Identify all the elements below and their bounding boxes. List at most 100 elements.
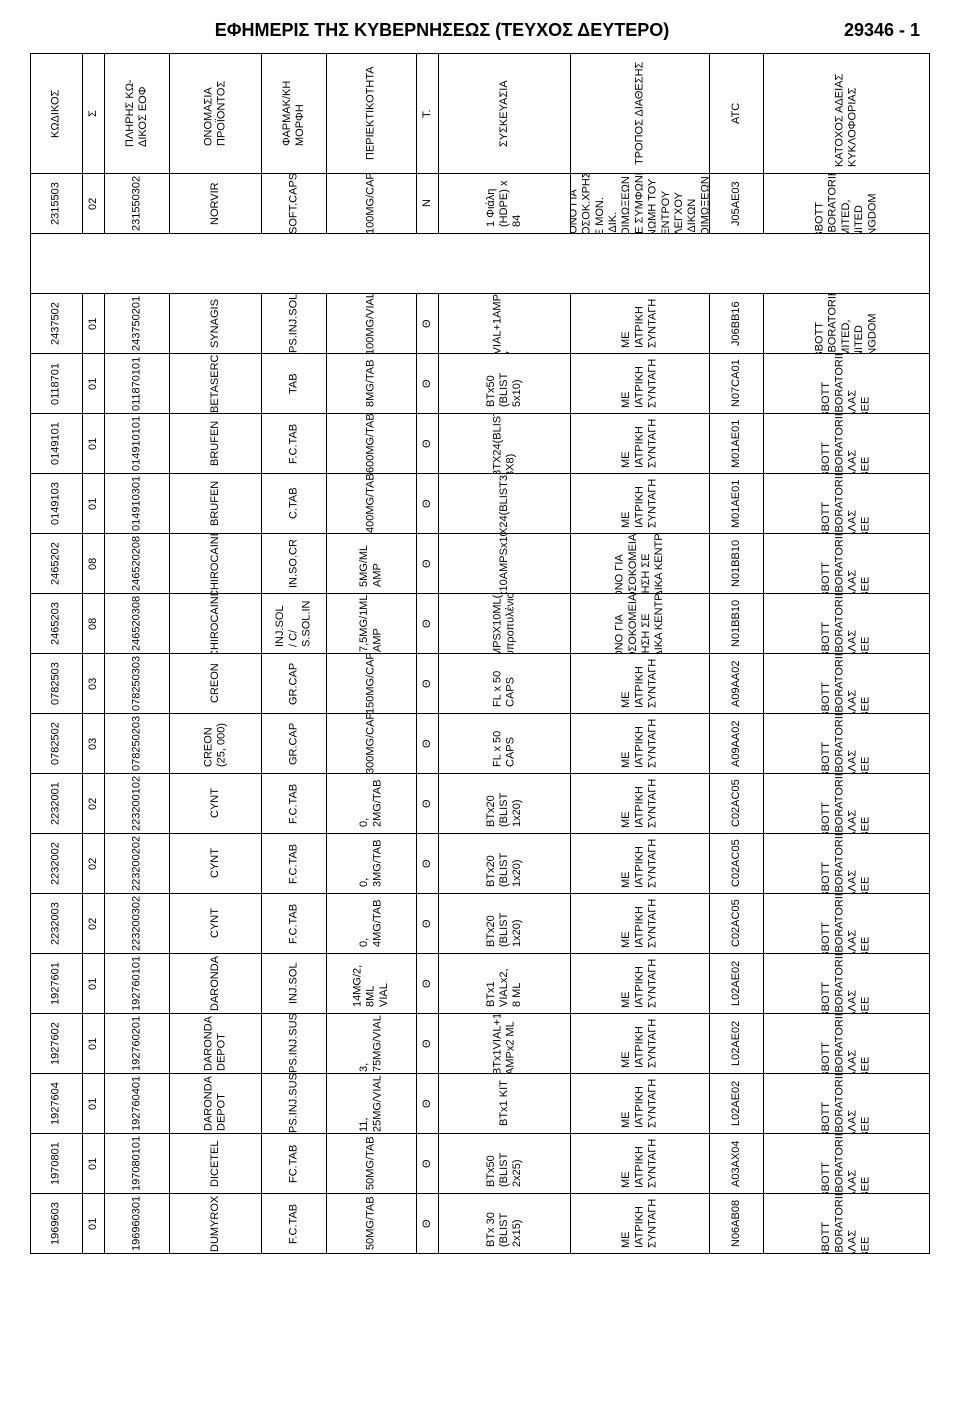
cell-morfi: F.C.TAB bbox=[261, 894, 326, 954]
cell-onomasia: BRUFEN bbox=[169, 414, 261, 474]
cell-kodikos: 0118701 bbox=[31, 354, 83, 414]
cell-katoxos: ABBOTT LABORATORIES ΕΛΛΑΣΑΒΕΕ bbox=[764, 534, 930, 594]
table-row: 192760401192760401DARONDA DEPOTPS.INJ.SU… bbox=[31, 1074, 930, 1134]
cell-plires: 223200302 bbox=[104, 894, 169, 954]
cell-s: 01 bbox=[82, 354, 104, 414]
cell-morfi: SOFT.CAPS bbox=[261, 174, 326, 234]
cell-onomasia: CHIROCAINE bbox=[169, 594, 261, 654]
cell-t: Θ bbox=[416, 954, 438, 1014]
cell-t: Θ bbox=[416, 594, 438, 654]
cell-katoxos: ABBOTT LABORATORIES ΕΛΛΑΣΑΒΕΕ bbox=[764, 894, 930, 954]
cell-morfi: PS.INJ.SOL bbox=[261, 294, 326, 354]
cell-atc: C02AC05 bbox=[710, 834, 764, 894]
cell-morfi: F.C.TAB bbox=[261, 414, 326, 474]
cell-morfi: IN.SO.CR bbox=[261, 534, 326, 594]
cell-syskeuasia: BTx1VIAL+1 AMPx2 ML bbox=[438, 1014, 570, 1074]
cell-atc: M01AE01 bbox=[710, 474, 764, 534]
table-row: 243750201243750201SYNAGISPS.INJ.SOL100MG… bbox=[31, 294, 930, 354]
cell-s: 03 bbox=[82, 714, 104, 774]
cell-atc: N01BB10 bbox=[710, 594, 764, 654]
cell-syskeuasia: BTx 30 (BLIST 2x15) bbox=[438, 1194, 570, 1254]
col-plires: ΠΛΗΡΗΣ ΚΩ-ΔΙΚΟΣ ΕΟΦ bbox=[104, 54, 169, 174]
cell-kodikos: 0149103 bbox=[31, 474, 83, 534]
cell-morfi: PS.INJ.SUS bbox=[261, 1074, 326, 1134]
cell-syskeuasia: FL x 50 CAPS bbox=[438, 714, 570, 774]
cell-periektikotita: 8MG/TAB bbox=[326, 354, 416, 414]
cell-tropos: ΜΕ ΙΑΤΡΙΚΗ ΣΥΝΤΑΓΗ bbox=[571, 834, 710, 894]
cell-katoxos: ABBOTT LABORATORIES ΕΛΛΑΣΑΒΕΕ bbox=[764, 654, 930, 714]
cell-s: 01 bbox=[82, 1074, 104, 1134]
cell-periektikotita: 3, 75MG/VIAL bbox=[326, 1014, 416, 1074]
cell-syskeuasia: BTx20 (BLIST 1x20) bbox=[438, 834, 570, 894]
cell-katoxos: ABBOTT LABORATORIES ΕΛΛΑΣΑΒΕΕ bbox=[764, 954, 930, 1014]
cell-katoxos: ABBOTT LABORATORIES ΕΛΛΑΣΑΒΕΕ bbox=[764, 474, 930, 534]
cell-plires: 078250303 bbox=[104, 654, 169, 714]
col-atc: ATC bbox=[710, 54, 764, 174]
cell-periektikotita: 7,5MG/1ML AMP bbox=[326, 594, 416, 654]
cell-kodikos: 0149101 bbox=[31, 414, 83, 474]
cell-onomasia: CREON bbox=[169, 654, 261, 714]
cell-morfi: F.C.TAB bbox=[261, 1194, 326, 1254]
cell-plires: 014910301 bbox=[104, 474, 169, 534]
cell-plires: 014910101 bbox=[104, 414, 169, 474]
table-row: 192760101192760101DARONDAINJ.SOL14MG/2, … bbox=[31, 954, 930, 1014]
cell-t: Ν bbox=[416, 174, 438, 234]
cell-atc: J05AE03 bbox=[710, 174, 764, 234]
cell-s: 01 bbox=[82, 294, 104, 354]
table-row: 014910301014910301BRUFENC.TAB400MG/TABΘB… bbox=[31, 474, 930, 534]
group-spacer bbox=[31, 234, 930, 294]
cell-t: Θ bbox=[416, 1074, 438, 1134]
cell-t: Θ bbox=[416, 834, 438, 894]
cell-s: 08 bbox=[82, 594, 104, 654]
cell-syskeuasia: BTx10AMPSx10ML bbox=[438, 534, 570, 594]
cell-plires: 246520308 bbox=[104, 594, 169, 654]
cell-tropos: ΜΕ ΙΑΤΡΙΚΗ ΣΥΝΤΑΓΗ bbox=[571, 954, 710, 1014]
cell-plires: 223200202 bbox=[104, 834, 169, 894]
cell-tropos: ΜΕ ΙΑΤΡΙΚΗ ΣΥΝΤΑΓΗ bbox=[571, 294, 710, 354]
cell-tropos: ΜΕ ΙΑΤΡΙΚΗ ΣΥΝΤΑΓΗ bbox=[571, 414, 710, 474]
cell-morfi: PS.INJ.SUS bbox=[261, 1014, 326, 1074]
cell-periektikotita: 0, 2MG/TAB bbox=[326, 774, 416, 834]
cell-atc: C02AC05 bbox=[710, 894, 764, 954]
cell-periektikotita: 14MG/2, 8ML VIAL bbox=[326, 954, 416, 1014]
table-row: 078250203078250203CREON (25, 000)GR.CAP3… bbox=[31, 714, 930, 774]
cell-atc: N06AB08 bbox=[710, 1194, 764, 1254]
cell-plires: 223200102 bbox=[104, 774, 169, 834]
table-row: 246520208246520208CHIROCAINEIN.SO.CR5MG/… bbox=[31, 534, 930, 594]
cell-s: 02 bbox=[82, 774, 104, 834]
cell-syskeuasia: BTx20 (BLIST 1x20) bbox=[438, 894, 570, 954]
cell-onomasia: NORVIR bbox=[169, 174, 261, 234]
cell-plires: 231550302 bbox=[104, 174, 169, 234]
cell-syskeuasia: BTx1 VIALx2, 8 ML bbox=[438, 954, 570, 1014]
cell-t: Θ bbox=[416, 354, 438, 414]
table-row: 223200202223200202CYNTF.C.TAB0, 3MG/TABΘ… bbox=[31, 834, 930, 894]
cell-kodikos: 0782503 bbox=[31, 654, 83, 714]
cell-s: 01 bbox=[82, 1134, 104, 1194]
cell-t: Θ bbox=[416, 714, 438, 774]
cell-kodikos: 2315503 bbox=[31, 174, 83, 234]
page: ΕΦΗΜΕΡΙΣ ΤΗΣ ΚΥΒΕΡΝΗΣΕΩΣ (ΤΕΥΧΟΣ ΔΕΥΤΕΡΟ… bbox=[0, 0, 960, 1274]
cell-s: 02 bbox=[82, 894, 104, 954]
cell-plires: 246520208 bbox=[104, 534, 169, 594]
cell-morfi: F.C.TAB bbox=[261, 774, 326, 834]
cell-syskeuasia: BTX24(BLIST3X8) bbox=[438, 474, 570, 534]
table-row: 223200102223200102CYNTF.C.TAB0, 2MG/TABΘ… bbox=[31, 774, 930, 834]
cell-kodikos: 2465203 bbox=[31, 594, 83, 654]
cell-tropos: ΜΕ ΙΑΤΡΙΚΗ ΣΥΝΤΑΓΗ bbox=[571, 1074, 710, 1134]
cell-t: Θ bbox=[416, 414, 438, 474]
cell-tropos: ΜΕ ΙΑΤΡΙΚΗ ΣΥΝΤΑΓΗ bbox=[571, 474, 710, 534]
cell-morfi: GR.CAP bbox=[261, 654, 326, 714]
cell-atc: A03AX04 bbox=[710, 1134, 764, 1194]
cell-t: Θ bbox=[416, 654, 438, 714]
cell-kodikos: 2437502 bbox=[31, 294, 83, 354]
cell-periektikotita: 11, 25MG/VIAL bbox=[326, 1074, 416, 1134]
cell-atc: J06BB16 bbox=[710, 294, 764, 354]
cell-kodikos: 1969603 bbox=[31, 1194, 83, 1254]
cell-syskeuasia: BTx1VIAL+1AMPx1ML SOLV bbox=[438, 294, 570, 354]
cell-kodikos: 2232001 bbox=[31, 774, 83, 834]
cell-syskeuasia: FL x 50 CAPS bbox=[438, 654, 570, 714]
cell-atc: M01AE01 bbox=[710, 414, 764, 474]
cell-atc: C02AC05 bbox=[710, 774, 764, 834]
cell-katoxos: ABBOTT LABORATORIES ΕΛΛΑΣΑΒΕΕ bbox=[764, 774, 930, 834]
table-row: 231550302231550302NORVIRSOFT.CAPS100MG/C… bbox=[31, 174, 930, 234]
